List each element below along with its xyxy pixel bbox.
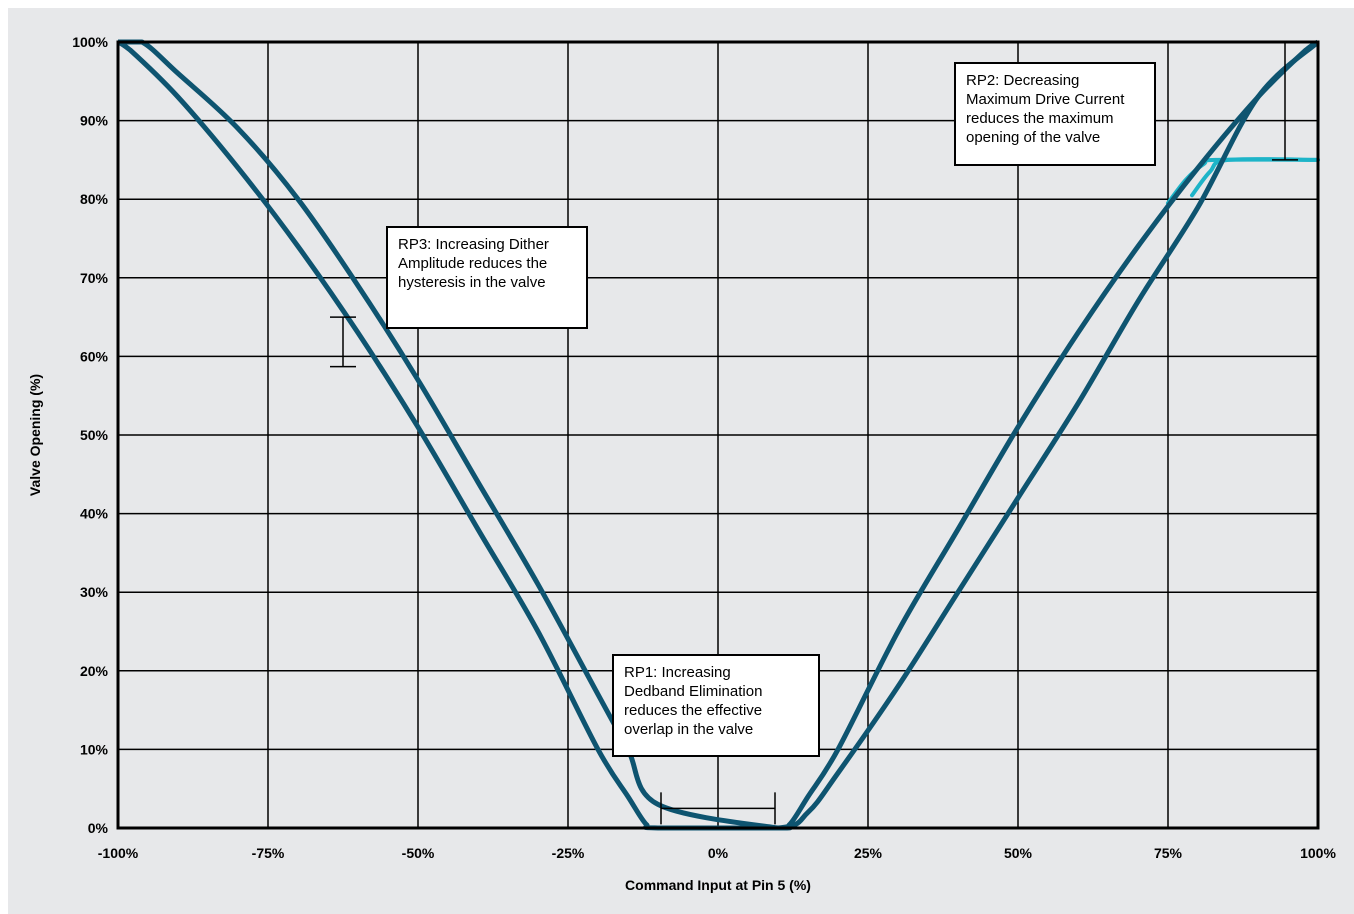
grid xyxy=(117,41,1319,829)
x-tick-label: 0% xyxy=(708,845,729,861)
annotation-rp3-line: Amplitude reduces the xyxy=(398,255,548,272)
y-axis-ticks: 0% 10% 20% 30% 40% 50% 60% 70% 80% 90% 100% xyxy=(72,34,108,836)
x-tick-label: -50% xyxy=(402,845,435,861)
x-axis-ticks: -100% -75% -50% -25% 0% 25% 50% 75% 100% xyxy=(98,845,1337,861)
x-tick-label: 100% xyxy=(1300,845,1336,861)
y-tick-label: 50% xyxy=(80,427,109,443)
y-tick-label: 90% xyxy=(80,113,109,129)
y-tick-label: 20% xyxy=(80,663,109,679)
y-tick-label: 40% xyxy=(80,506,109,522)
y-tick-label: 60% xyxy=(80,348,109,364)
annotation-rp2-line: reduces the maximum xyxy=(966,110,1114,127)
annotation-rp2-line: opening of the valve xyxy=(966,129,1101,146)
annotation-rp1-line: Dedband Elimination xyxy=(624,683,763,700)
y-tick-label: 30% xyxy=(80,584,109,600)
annotation-rp3: RP3: Increasing Dither Amplitude reduces… xyxy=(386,226,588,329)
annotation-rp1-line: reduces the effective xyxy=(624,702,763,719)
y-tick-label: 70% xyxy=(80,270,109,286)
x-tick-label: 50% xyxy=(1004,845,1033,861)
annotation-rp1-line: RP1: Increasing xyxy=(624,664,731,681)
y-tick-label: 100% xyxy=(72,34,108,50)
annotation-rp3-line: hysteresis in the valve xyxy=(398,274,546,291)
x-tick-label: -75% xyxy=(252,845,285,861)
annotation-rp1-line: overlap in the valve xyxy=(624,721,754,738)
x-tick-label: -100% xyxy=(98,845,139,861)
plot-border xyxy=(116,40,1320,830)
annotation-rp1: RP1: Increasing Dedband Elimination redu… xyxy=(612,654,820,757)
y-tick-label: 0% xyxy=(88,820,109,836)
y-tick-label: 10% xyxy=(80,741,109,757)
series-line-reduced xyxy=(1190,157,1320,198)
y-tick-label: 80% xyxy=(80,191,109,207)
annotation-rp2-line: Maximum Drive Current xyxy=(966,91,1125,108)
x-axis-label: Command Input at Pin 5 (%) xyxy=(625,877,811,893)
annotation-rp3-line: RP3: Increasing Dither xyxy=(398,236,549,253)
x-tick-label: 75% xyxy=(1154,845,1183,861)
x-tick-label: 25% xyxy=(854,845,883,861)
annotation-rp2: RP2: Decreasing Maximum Drive Current re… xyxy=(954,62,1156,166)
y-axis-label: Valve Opening (%) xyxy=(27,374,43,496)
chart-background: -100% -75% -50% -25% 0% 25% 50% 75% 100% 0% 10% 20… xyxy=(8,8,1354,914)
valve-opening-chart: -100% -75% -50% -25% 0% 25% 50% 75% 100% 0% 10% 20… xyxy=(27,34,1337,893)
x-tick-label: -25% xyxy=(552,845,585,861)
annotation-rp2-line: RP2: Decreasing xyxy=(966,72,1080,89)
